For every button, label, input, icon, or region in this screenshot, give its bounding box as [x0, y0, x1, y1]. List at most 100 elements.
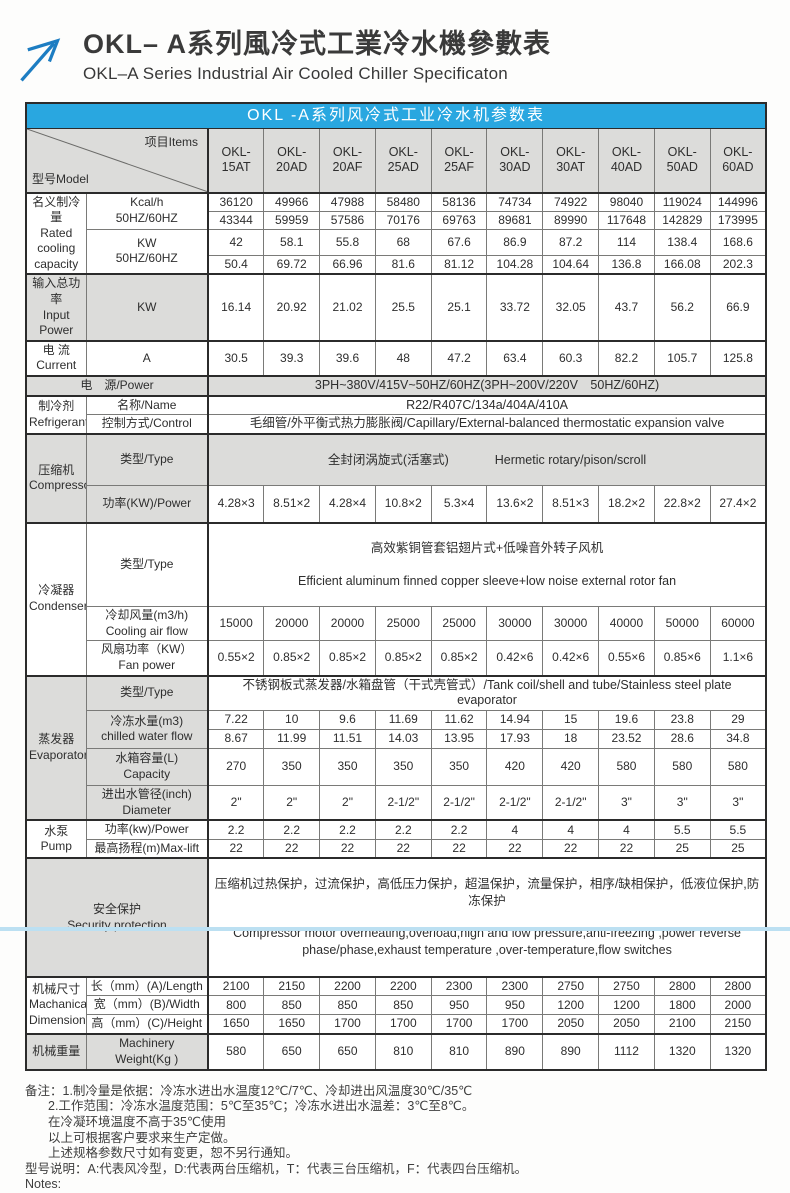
value-cell: 13.6×2 — [486, 485, 544, 524]
value-cell: 2-1/2" — [374, 784, 432, 821]
label-height: 高（mm）(C)/Height — [85, 1014, 209, 1035]
value-cell: 8.67 — [207, 728, 265, 749]
value-cell: 1700 — [486, 1014, 544, 1035]
value-cell: 81.6 — [374, 255, 432, 275]
corner-items-label: 项目Items — [144, 135, 198, 149]
value-cell: 1112 — [598, 1033, 655, 1071]
value-cell: 57586 — [319, 210, 376, 230]
value-cell: 580 — [598, 747, 655, 786]
value-cell: 20.92 — [263, 273, 321, 342]
value-cell: 890 — [486, 1033, 544, 1071]
value-cell: 58480 — [374, 192, 432, 212]
note-line: 型号说明：A:代表风冷型，D:代表两台压缩机，T：代表三台压缩机，F：代表四台压… — [25, 1161, 528, 1176]
value-cell: 0.42×6 — [542, 640, 600, 677]
value-cell: 18.2×2 — [598, 485, 655, 524]
value-cell: 1320 — [653, 1033, 711, 1071]
label-refrigerant-control: 控制方式/Control — [85, 414, 209, 435]
value-cell: 1320 — [709, 1033, 767, 1071]
value-cell: 55.8 — [319, 228, 376, 257]
value-cell: 350 — [263, 747, 321, 786]
diagonal-divider — [27, 129, 207, 192]
value-cell: 2150 — [709, 1014, 767, 1035]
power-supply-value: 3PH~380V/415V~50HZ/60HZ(3PH~200V/220V 50… — [206, 375, 767, 397]
value-cell: 2" — [263, 784, 321, 821]
refrigerant-name-value: R22/R407C/134a/404A/410A — [206, 395, 767, 416]
value-cell: 63.4 — [486, 340, 544, 377]
value-cell: 2-1/2" — [430, 784, 488, 821]
value-cell: 270 — [207, 747, 265, 786]
corner-cell: 型号Model 项目Items — [25, 128, 209, 193]
value-cell: 58.1 — [263, 228, 321, 257]
label-chilled-water: 冷冻水量(m3) chilled water flow — [85, 709, 209, 749]
value-cell: 74734 — [486, 192, 544, 212]
value-cell: 22 — [263, 838, 321, 859]
value-cell: 67.6 — [430, 228, 488, 257]
note-line: 在冷凝环境温度不高于35℃使用 — [48, 1114, 226, 1129]
value-cell: 58136 — [430, 192, 488, 212]
value-cell: 25000 — [430, 606, 488, 642]
value-cell: 69.72 — [263, 255, 321, 275]
value-cell: 0.85×6 — [653, 640, 711, 677]
value-cell: 2200 — [319, 976, 376, 997]
value-cell: 2100 — [207, 976, 265, 997]
condenser-type-value: 高效紫铜管套铝翅片式+低噪音外转子风机 Efficient aluminum f… — [206, 522, 767, 608]
value-cell: 10.8×2 — [374, 485, 432, 524]
value-cell: 87.2 — [542, 228, 600, 257]
value-cell: 2" — [207, 784, 265, 821]
value-cell: 2" — [319, 784, 376, 821]
value-cell: 950 — [430, 995, 488, 1016]
page-header: OKL– A系列風冷式工業冷水機參數表 OKL–A Series Industr… — [17, 22, 765, 86]
label-kcal-unit: Kcal/h 50HZ/60HZ — [85, 192, 209, 230]
label-evaporator-type: 类型/Type — [85, 675, 209, 711]
value-cell: 11.62 — [430, 709, 488, 730]
label-width: 宽（mm）(B)/Width — [85, 995, 209, 1016]
label-condenser-type: 类型/Type — [85, 522, 209, 608]
value-cell: 22 — [207, 838, 265, 859]
value-cell: 22 — [542, 838, 600, 859]
value-cell: 29 — [709, 709, 767, 730]
value-cell: 25 — [709, 838, 767, 859]
label-compressor-type: 类型/Type — [85, 433, 209, 487]
notes-block: 备注：1.制冷量是依据：冷冻水进出水温度12℃/7℃、冷却进出风温度30℃/35… — [25, 1084, 765, 1193]
model-header: OKL- 30AT — [542, 128, 600, 193]
value-cell: 2750 — [542, 976, 600, 997]
label-air-flow: 冷却风量(m3/h) Cooling air flow — [85, 606, 209, 642]
label-security: 安全保护 Security protection — [25, 857, 209, 978]
value-cell: 86.9 — [486, 228, 544, 257]
value-cell: 2300 — [430, 976, 488, 997]
value-cell: 350 — [374, 747, 432, 786]
value-cell: 136.8 — [598, 255, 655, 275]
value-cell: 25 — [653, 838, 711, 859]
value-cell: 104.28 — [486, 255, 544, 275]
value-cell: 114 — [598, 228, 655, 257]
label-pump: 水泵 Pump — [25, 819, 87, 859]
value-cell: 22 — [486, 838, 544, 859]
label-dimensions: 机械尺寸 Machanical Dimensions — [25, 976, 87, 1035]
value-cell: 104.64 — [542, 255, 600, 275]
value-cell: 22 — [319, 838, 376, 859]
value-cell: 2.2 — [430, 819, 488, 840]
value-cell: 74922 — [542, 192, 600, 212]
value-cell: 3" — [653, 784, 711, 821]
value-cell: 3" — [709, 784, 767, 821]
value-cell: 350 — [319, 747, 376, 786]
value-cell: 0.85×2 — [263, 640, 321, 677]
label-current-unit: A — [85, 340, 209, 377]
value-cell: 1700 — [430, 1014, 488, 1035]
label-fan-power: 风扇功率（KW） Fan power — [85, 640, 209, 677]
value-cell: 50000 — [653, 606, 711, 642]
label-tank-capacity: 水箱容量(L) Capacity — [85, 747, 209, 786]
value-cell: 81.12 — [430, 255, 488, 275]
model-header: OKL- 15AT — [207, 128, 265, 193]
value-cell: 43.7 — [598, 273, 655, 342]
value-cell: 70176 — [374, 210, 432, 230]
value-cell: 10 — [263, 709, 321, 730]
value-cell: 69763 — [430, 210, 488, 230]
value-cell: 28.6 — [653, 728, 711, 749]
note-line: 备注：1.制冷量是依据：冷冻水进出水温度12℃/7℃、冷却进出风温度30℃/35… — [25, 1083, 473, 1098]
value-cell: 144996 — [709, 192, 767, 212]
label-condenser: 冷凝器 Condenser — [25, 522, 87, 677]
value-cell: 4 — [598, 819, 655, 840]
condenser-type-cn: 高效紫铜管套铝翅片式+低噪音外转子风机 — [370, 541, 604, 556]
value-cell: 11.51 — [319, 728, 376, 749]
